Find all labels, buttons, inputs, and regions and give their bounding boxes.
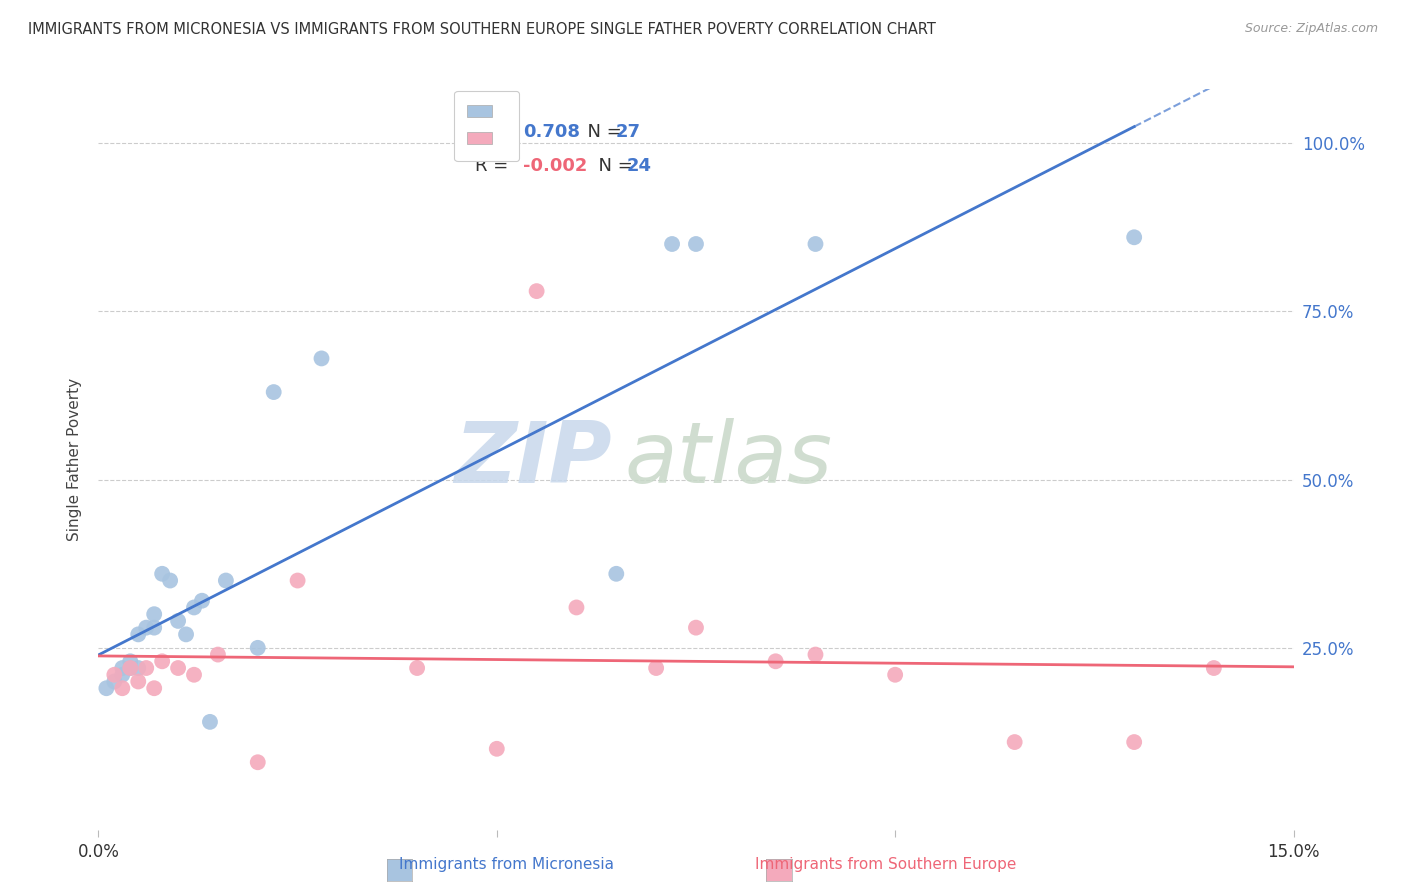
Point: [287, 574, 309, 588]
Point: [804, 237, 827, 252]
Point: [215, 574, 238, 588]
Point: [127, 674, 149, 689]
Point: [111, 661, 134, 675]
Point: [120, 661, 142, 675]
Point: [765, 654, 787, 668]
Text: R =: R =: [475, 157, 513, 176]
Point: [103, 667, 125, 681]
Point: [605, 566, 627, 581]
Point: [198, 714, 221, 729]
Text: N =: N =: [576, 122, 628, 141]
Text: IMMIGRANTS FROM MICRONESIA VS IMMIGRANTS FROM SOUTHERN EUROPE SINGLE FATHER POVE: IMMIGRANTS FROM MICRONESIA VS IMMIGRANTS…: [28, 22, 936, 37]
Point: [167, 661, 190, 675]
Text: Source: ZipAtlas.com: Source: ZipAtlas.com: [1244, 22, 1378, 36]
Text: -0.002: -0.002: [523, 157, 588, 176]
Text: 0.708: 0.708: [523, 122, 579, 141]
Point: [645, 661, 668, 675]
Point: [565, 600, 588, 615]
Point: [96, 681, 118, 696]
Point: [1123, 735, 1146, 749]
Point: [311, 351, 333, 366]
Point: [804, 648, 827, 662]
Point: [183, 667, 205, 681]
Point: [150, 654, 173, 668]
Point: [1202, 661, 1225, 675]
Point: [127, 661, 149, 675]
Point: [167, 614, 190, 628]
Point: [183, 600, 205, 615]
Point: [150, 566, 173, 581]
Point: [103, 674, 125, 689]
Text: R =: R =: [475, 122, 513, 141]
Point: [127, 627, 149, 641]
Point: [526, 284, 548, 298]
Text: ZIP: ZIP: [454, 417, 613, 501]
Point: [661, 237, 683, 252]
Point: [174, 627, 197, 641]
Point: [884, 667, 907, 681]
Legend:  ,  : ,: [454, 91, 519, 161]
Point: [685, 237, 707, 252]
Point: [246, 640, 269, 655]
Point: [207, 648, 229, 662]
Point: [143, 607, 166, 622]
Point: [485, 741, 508, 756]
Text: Immigrants from Southern Europe: Immigrants from Southern Europe: [755, 857, 1017, 872]
Point: [263, 385, 285, 400]
Text: Immigrants from Micronesia: Immigrants from Micronesia: [399, 857, 613, 872]
Point: [120, 654, 142, 668]
Point: [191, 593, 214, 607]
Point: [246, 756, 269, 770]
Point: [685, 621, 707, 635]
Point: [111, 667, 134, 681]
Text: N =: N =: [588, 157, 638, 176]
Text: 27: 27: [616, 122, 641, 141]
Point: [135, 621, 157, 635]
Point: [143, 621, 166, 635]
Point: [1004, 735, 1026, 749]
Text: atlas: atlas: [624, 417, 832, 501]
Point: [111, 681, 134, 696]
Text: 24: 24: [627, 157, 651, 176]
Point: [135, 661, 157, 675]
Point: [406, 661, 429, 675]
Y-axis label: Single Father Poverty: Single Father Poverty: [67, 378, 83, 541]
Point: [120, 661, 142, 675]
Point: [159, 574, 181, 588]
Point: [1123, 230, 1146, 244]
Point: [143, 681, 166, 696]
